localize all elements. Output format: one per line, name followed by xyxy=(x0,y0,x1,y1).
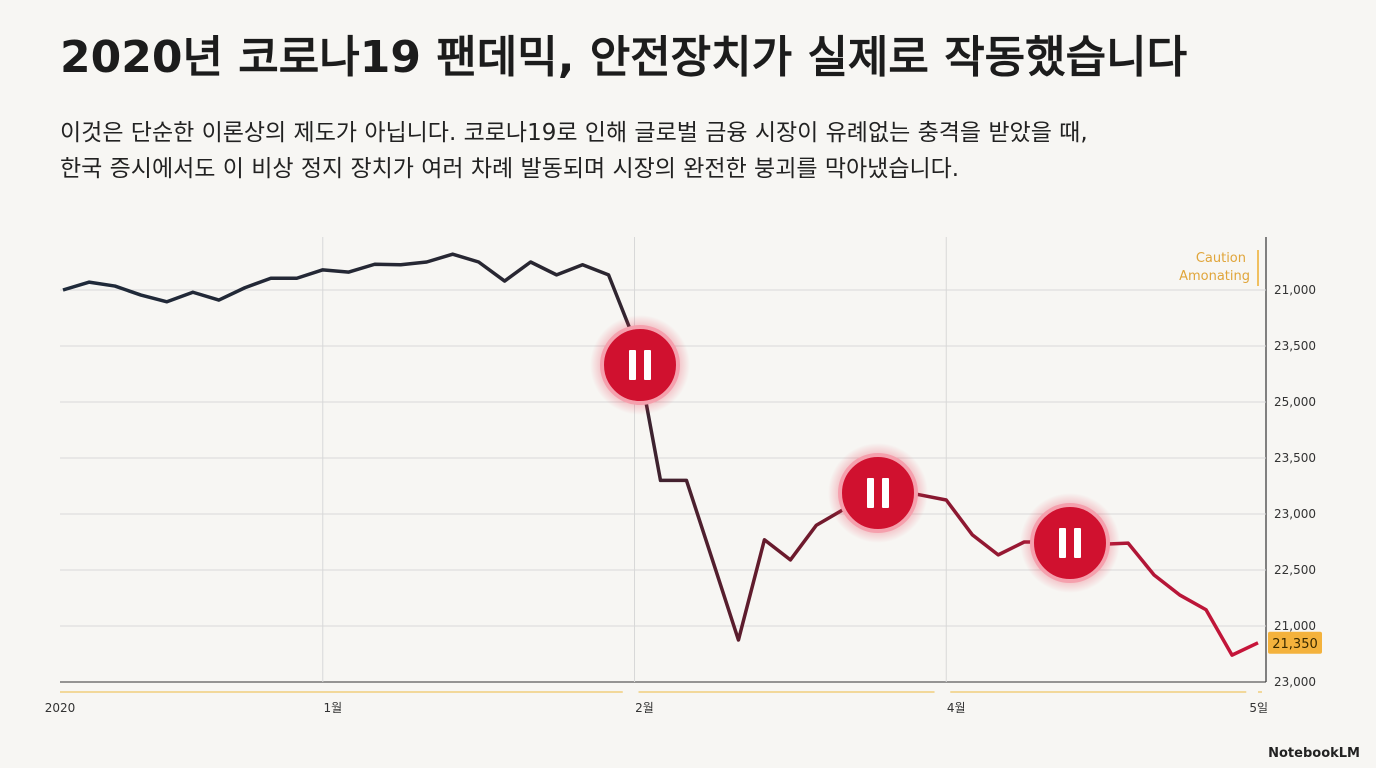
line xyxy=(62,252,1259,657)
x-tick-label: 4월 xyxy=(947,701,966,715)
subtitle: 한국 증시에서도 이 비상 정지 장치가 여러 차례 발동되며 시장의 완전한 … xyxy=(60,156,959,182)
y-tick-label: 21,000 xyxy=(1274,619,1316,633)
pause-icon xyxy=(1030,503,1110,583)
x-tick-label: 1월 xyxy=(323,701,342,715)
pause-bar xyxy=(1074,528,1081,558)
pause-bar xyxy=(1059,528,1066,558)
last-label-bg xyxy=(1268,631,1322,654)
x-tick-label: 2월 xyxy=(635,701,654,715)
subtitle: 이것은 단순한 이론상의 제도가 아닙니다. 코로나19로 인해 글로벌 금융 … xyxy=(60,120,1088,146)
annotation: Amonating xyxy=(1179,269,1250,284)
y-tick-label: 25,000 xyxy=(1274,395,1316,409)
plot: 21,000 23,500 25,000 23,500 23,000 22,500 21,0… xyxy=(45,237,1322,715)
y-tick-label: 23,000 xyxy=(1274,675,1316,689)
y-tick-label: 22,500 xyxy=(1274,563,1316,577)
brand: NotebookLM xyxy=(1268,746,1360,761)
chart-title: 2020년 코로나19 팬데믹, 안전장치가 실제로 작동했습니다 xyxy=(60,32,1187,83)
annotation: Caution xyxy=(1196,251,1246,266)
y-tick-label: 23,500 xyxy=(1274,451,1316,465)
pause-bar xyxy=(882,478,889,508)
x-tick-label: 5일 xyxy=(1249,701,1268,715)
y-tick-label: 23,000 xyxy=(1274,507,1316,521)
pause-bar xyxy=(867,478,874,508)
pause-icon xyxy=(600,325,680,405)
y-tick-label: 23,500 xyxy=(1274,339,1316,353)
x-tick-label: 2020 xyxy=(45,701,76,715)
pause-bar xyxy=(629,350,636,380)
last-label: 21,350 xyxy=(1272,637,1318,652)
pause-icon xyxy=(838,453,918,533)
pause-bar xyxy=(644,350,651,380)
y-tick-label: 21,000 xyxy=(1274,283,1316,297)
